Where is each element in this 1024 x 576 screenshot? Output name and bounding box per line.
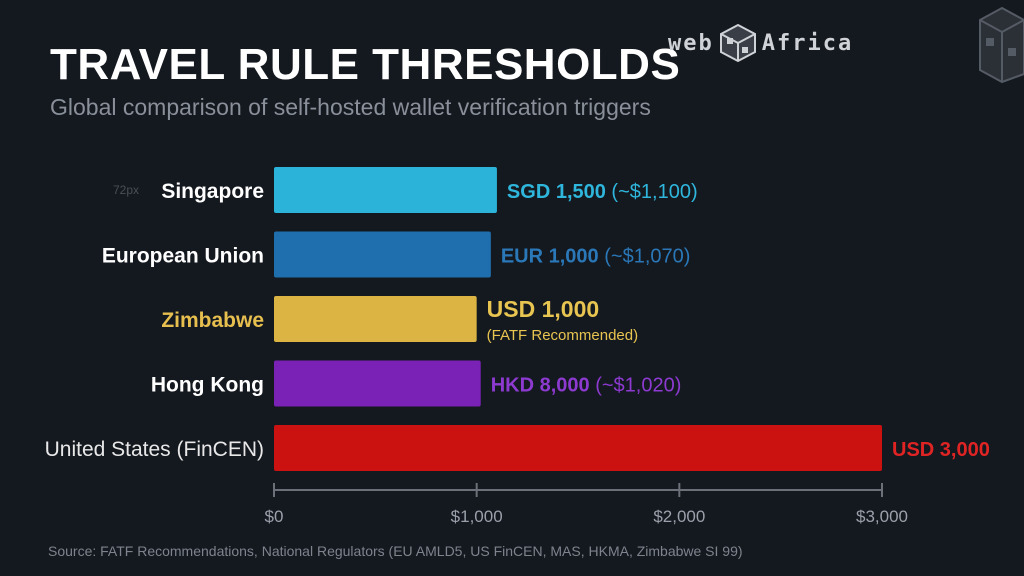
x-tick-label: $3,000 [856, 507, 908, 526]
ghost-size-label: 72px [113, 183, 140, 197]
value-label-main: HKD 8,000 [491, 375, 590, 397]
value-note: (FATF Recommended) [487, 327, 638, 344]
bar [274, 296, 477, 342]
category-label: Singapore [161, 180, 264, 203]
value-label-extra: (~$1,020) [590, 375, 682, 397]
category-label: European Union [102, 245, 264, 268]
value-label-extra: (~$1,100) [606, 181, 698, 203]
value-label: USD 3,000 [892, 439, 990, 461]
cube-logo-icon [719, 23, 756, 63]
x-tick-label: $2,000 [653, 507, 705, 526]
value-label-extra: (~$1,070) [599, 246, 691, 268]
bar [274, 167, 497, 213]
value-label: USD 1,000 [487, 296, 600, 322]
chart-subtitle: Global comparison of self-hosted wallet … [50, 94, 651, 120]
x-tick-label: $1,000 [451, 507, 503, 526]
category-label: Hong Kong [151, 374, 264, 397]
webafrica-logo: web Africa [668, 22, 853, 64]
x-tick-label: $0 [265, 507, 284, 526]
value-label-main: EUR 1,000 [501, 246, 599, 268]
value-label: EUR 1,000 (~$1,070) [501, 246, 691, 268]
bar [274, 231, 491, 278]
category-label: Zimbabwe [161, 309, 264, 332]
logo-text-left: web [668, 30, 714, 56]
bar [274, 360, 481, 407]
chart-title: TRAVEL RULE THRESHOLDS [50, 40, 681, 89]
value-label-main: SGD 1,500 [507, 181, 606, 203]
value-label-main: USD 3,000 [892, 439, 990, 461]
value-label: SGD 1,500 (~$1,100) [507, 181, 698, 203]
value-label: HKD 8,000 (~$1,020) [491, 375, 682, 397]
corner-cube-icon [979, 6, 1024, 84]
logo-text-right: Africa [761, 30, 854, 56]
bar [274, 425, 882, 471]
source-note: Source: FATF Recommendations, National R… [48, 543, 743, 559]
category-label: United States (FinCEN) [45, 438, 264, 461]
